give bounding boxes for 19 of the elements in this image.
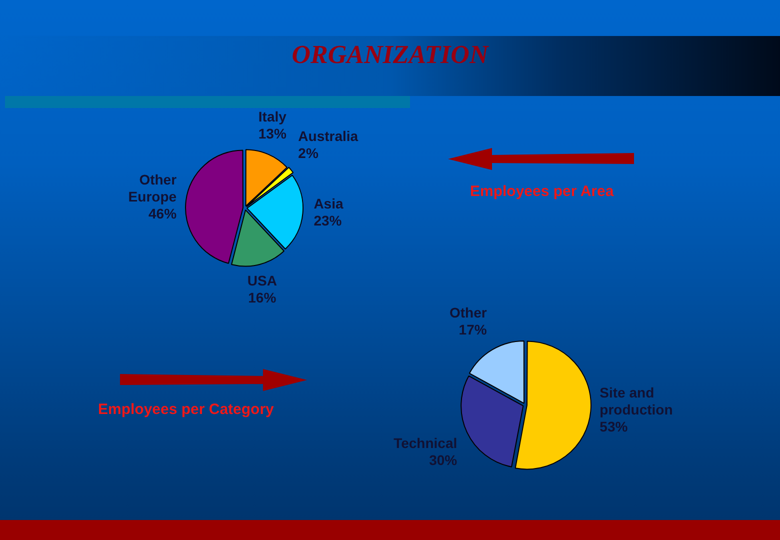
data-label: 17% <box>458 321 488 338</box>
data-label: 13% <box>258 126 287 142</box>
text: Employees per Category <box>98 401 274 419</box>
slice-label: Italy <box>258 108 287 125</box>
slice-label: Other <box>449 304 488 320</box>
data-label: 2% <box>298 144 319 161</box>
slice-label: Asia <box>314 195 344 212</box>
slice-label: USA <box>247 272 277 289</box>
slice-label: Site and production <box>600 384 673 418</box>
data-label: 46% <box>148 206 178 222</box>
data-label: 23% <box>314 212 342 228</box>
data-label: 30% <box>429 452 458 468</box>
slice-label: Australia <box>298 128 358 144</box>
slice-label: Technical <box>394 434 458 451</box>
text: Employees per Area <box>470 183 614 201</box>
chart-title: ORGANIZATION <box>290 40 490 70</box>
data-label: 53% <box>600 418 628 434</box>
data-label: 16% <box>248 290 277 306</box>
slice-label: Other Europe <box>128 172 178 205</box>
